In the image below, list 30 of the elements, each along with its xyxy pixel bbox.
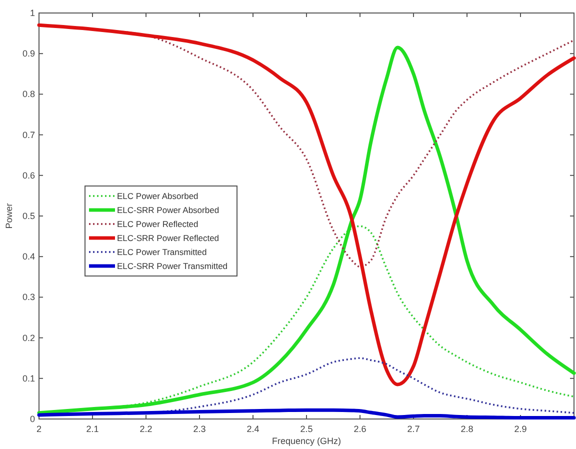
y-tick-label: 0 (30, 414, 35, 424)
x-tick-label: 2 (36, 424, 42, 434)
y-tick-label: 0.2 (22, 332, 35, 343)
legend-label: ELC-SRR Power Transmitted (117, 261, 228, 271)
line-series (37, 408, 576, 420)
y-tick-label: 0.3 (22, 292, 35, 302)
x-tick-label: 2.9 (514, 424, 527, 434)
x-tick-label: 2.3 (193, 424, 206, 434)
x-tick-label: 2.5 (300, 424, 313, 434)
y-tick-label: 0.1 (22, 373, 35, 384)
x-tick-label: 2.6 (354, 424, 366, 434)
y-tick-label: 0.9 (22, 48, 35, 59)
legend-label: ELC-SRR Power Absorbed (117, 205, 220, 215)
legend-label: ELC-SRR Power Reflected (117, 233, 220, 243)
y-tick-label: 0.4 (22, 252, 35, 262)
legend-label: ELC Power Reflected (117, 219, 199, 229)
y-tick-label: 0.7 (22, 130, 35, 140)
x-axis-title: Frequency (GHz) (272, 436, 342, 446)
x-tick-label: 2.7 (407, 424, 420, 434)
y-tick-label: 1 (30, 8, 35, 18)
x-tick-label: 2.2 (140, 424, 152, 434)
y-tick-label: 0.6 (22, 170, 35, 180)
y-tick-label: 0.5 (22, 211, 35, 221)
legend-label: ELC Power Absorbed (117, 191, 199, 201)
y-axis-title: Power (4, 203, 14, 229)
x-tick-label: 2.4 (246, 424, 260, 434)
x-tick-label: 2.8 (460, 424, 474, 434)
legend-label: ELC Power Transmitted (117, 247, 208, 257)
x-tick-label: 2.1 (86, 424, 99, 434)
y-tick-label: 0.8 (22, 89, 35, 100)
